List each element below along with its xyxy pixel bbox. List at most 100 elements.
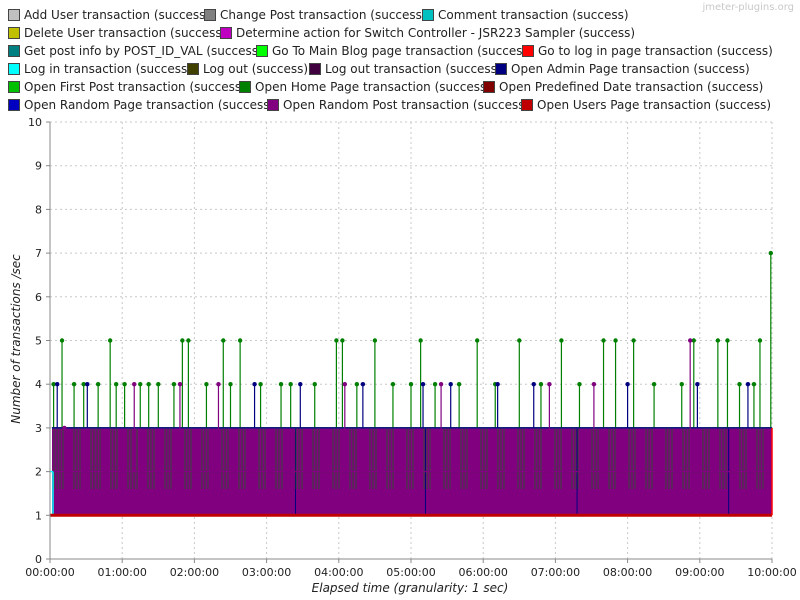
data-point bbox=[474, 338, 480, 343]
legend-item: Add User transaction (success) bbox=[8, 6, 210, 24]
series-plot bbox=[50, 250, 773, 517]
data-point bbox=[288, 382, 293, 387]
data-point bbox=[132, 382, 137, 387]
data-point bbox=[679, 382, 684, 387]
data-point bbox=[59, 338, 65, 343]
x-tick-label: 07:00:00 bbox=[531, 566, 580, 579]
data-point bbox=[113, 382, 119, 387]
legend-item: Log out (success) bbox=[187, 60, 308, 78]
data-point bbox=[687, 338, 693, 343]
legend-label: Go To Main Blog page transaction (succes… bbox=[272, 44, 534, 58]
x-tick-label: 00:00:00 bbox=[25, 566, 74, 579]
legend-swatch bbox=[220, 27, 232, 39]
data-point bbox=[51, 382, 56, 387]
legend-swatch bbox=[267, 99, 279, 111]
data-point bbox=[737, 382, 742, 387]
x-tick-label: 09:00:00 bbox=[675, 566, 724, 579]
legend-label: Open Random Page transaction (success) bbox=[24, 98, 275, 112]
data-point bbox=[651, 382, 657, 387]
legend-label: Change Post transaction (success) bbox=[220, 8, 427, 22]
legend-item: Open Admin Page transaction (success) bbox=[495, 60, 750, 78]
legend-swatch bbox=[521, 99, 533, 111]
x-axis-title: Elapsed time (granularity: 1 sec) bbox=[312, 581, 509, 595]
y-tick-label: 5 bbox=[35, 335, 42, 348]
data-point bbox=[298, 382, 303, 387]
legend-item: Log out transaction (success) bbox=[309, 60, 502, 78]
data-point bbox=[577, 382, 582, 387]
data-point bbox=[204, 382, 209, 387]
legend-label: Open Admin Page transaction (success) bbox=[511, 62, 750, 76]
legend-label: Add User transaction (success) bbox=[24, 8, 211, 22]
data-point bbox=[390, 382, 396, 387]
legend-label: Open First Post transaction (success) bbox=[24, 80, 246, 94]
legend-swatch bbox=[8, 81, 20, 93]
data-point bbox=[334, 338, 339, 343]
data-point bbox=[631, 338, 636, 343]
data-point bbox=[122, 382, 127, 387]
legend-item: Delete User transaction (success) bbox=[8, 24, 226, 42]
y-tick-label: 8 bbox=[35, 203, 42, 216]
legend-swatch bbox=[204, 9, 216, 21]
data-point bbox=[221, 338, 226, 343]
legend-label: Log in transaction (success) bbox=[24, 62, 192, 76]
legend-label: Open Users Page transaction (success) bbox=[537, 98, 772, 112]
legend-item: Open Users Page transaction (success) bbox=[521, 96, 771, 114]
legend-swatch bbox=[495, 63, 507, 75]
x-tick-label: 01:00:00 bbox=[97, 566, 146, 579]
legend-label: Log out transaction (success) bbox=[325, 62, 502, 76]
legend-item: Open First Post transaction (success) bbox=[8, 78, 246, 96]
x-tick-label: 10:00:00 bbox=[747, 566, 796, 579]
series-line bbox=[52, 338, 772, 473]
data-point bbox=[601, 338, 606, 343]
x-tick-label: 02:00:00 bbox=[170, 566, 219, 579]
data-point bbox=[62, 425, 67, 431]
y-tick-label: 0 bbox=[35, 553, 42, 566]
legend-item: Open Home Page transaction (success) bbox=[239, 78, 491, 96]
legend-label: Comment transaction (success) bbox=[438, 8, 629, 22]
y-axis-title: Number of transactions /sec bbox=[9, 254, 23, 424]
legend-label: Get post info by POST_ID_VAL (success) bbox=[24, 44, 263, 58]
data-point bbox=[408, 382, 414, 387]
data-point bbox=[354, 382, 360, 387]
data-point bbox=[757, 338, 763, 343]
watermark-text: jmeter-plugins.org bbox=[702, 2, 794, 13]
x-tick-label: 04:00:00 bbox=[314, 566, 363, 579]
legend-swatch bbox=[8, 45, 20, 57]
legend-label: Delete User transaction (success) bbox=[24, 26, 227, 40]
axes: 0 1 2 3 4 5 6 7 8 9 10 00:00:00 01:00:00 02:00:00 03:0… bbox=[25, 116, 796, 579]
data-point bbox=[495, 382, 500, 387]
x-tick-label: 06:00:00 bbox=[458, 566, 507, 579]
data-point bbox=[237, 338, 243, 343]
data-point bbox=[95, 382, 101, 387]
data-point bbox=[695, 382, 700, 387]
legend-item: Go To Main Blog page transaction (succes… bbox=[256, 42, 533, 60]
legend-swatch bbox=[422, 9, 434, 21]
legend-swatch bbox=[239, 81, 251, 93]
legend-label: Open Home Page transaction (success) bbox=[255, 80, 491, 94]
legend-swatch bbox=[522, 45, 534, 57]
data-point bbox=[559, 338, 564, 343]
data-point bbox=[171, 382, 177, 387]
series-line bbox=[52, 382, 772, 429]
x-tick-label: 05:00:00 bbox=[386, 566, 435, 579]
legend-item: Get post info by POST_ID_VAL (success) bbox=[8, 42, 263, 60]
data-point bbox=[613, 338, 618, 343]
data-point bbox=[156, 382, 161, 387]
data-point bbox=[138, 382, 143, 387]
legend-label: Open Random Post transaction (success) bbox=[283, 98, 530, 112]
data-point bbox=[715, 338, 721, 343]
data-point bbox=[438, 382, 444, 387]
data-point bbox=[252, 382, 257, 387]
data-point bbox=[745, 382, 751, 387]
data-point bbox=[432, 382, 438, 387]
legend-item: Log in transaction (success) bbox=[8, 60, 192, 78]
data-point bbox=[691, 338, 696, 343]
data-point bbox=[340, 338, 345, 343]
data-point bbox=[258, 382, 263, 387]
data-point bbox=[71, 382, 77, 387]
data-point bbox=[342, 382, 348, 387]
legend-swatch bbox=[256, 45, 268, 57]
data-point bbox=[180, 338, 185, 343]
x-tick-label: 03:00:00 bbox=[242, 566, 291, 579]
